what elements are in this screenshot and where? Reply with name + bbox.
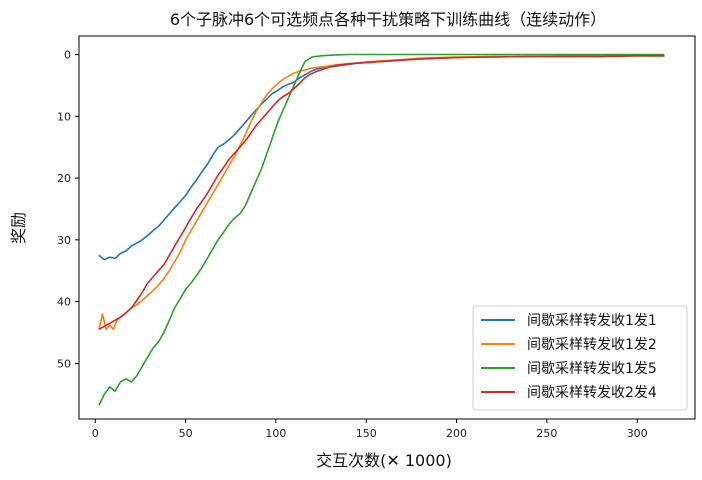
legend-box	[472, 305, 688, 411]
series-line-4	[98, 54, 665, 331]
y-axis-label: 奖励	[9, 212, 28, 244]
legend-label-1: 间歇采样转发收1发1	[527, 313, 657, 329]
x-tick-label: 100	[265, 427, 286, 440]
y-tick-label: 40	[57, 296, 71, 309]
y-tick-label: 20	[57, 172, 71, 185]
series-layer	[98, 53, 665, 406]
x-tick-label: 150	[356, 427, 377, 440]
y-tick-label: 10	[57, 110, 71, 123]
x-tick-label: 0	[92, 427, 99, 440]
y-tick-label: 0	[64, 49, 71, 62]
x-axis-label: 交互次数(✕ 1000)	[316, 451, 452, 470]
legend-label-4: 间歇采样转发收2发4	[527, 385, 657, 401]
legend: 间歇采样转发收1发1 间歇采样转发收1发2 间歇采样转发收1发5 间歇采样转发收2发4	[472, 305, 688, 411]
legend-label-3: 间歇采样转发收1发5	[527, 361, 657, 377]
chart-title: 6个子脉冲6个可选频点各种干扰策略下训练曲线（连续动作）	[170, 10, 606, 29]
x-tick-label: 200	[446, 427, 467, 440]
y-tick-label: 30	[57, 234, 71, 247]
axis-layer: 0 50 100 150 200 250 300 0 10 20 30 40 50	[57, 49, 648, 440]
y-tick-label: 50	[57, 357, 71, 370]
x-tick-label: 300	[627, 427, 648, 440]
legend-label-2: 间歇采样转发收1发2	[527, 337, 657, 353]
plot-frame	[78, 35, 696, 420]
x-tick-label: 50	[179, 427, 193, 440]
series-line-3	[98, 53, 665, 406]
x-tick-label: 250	[536, 427, 557, 440]
